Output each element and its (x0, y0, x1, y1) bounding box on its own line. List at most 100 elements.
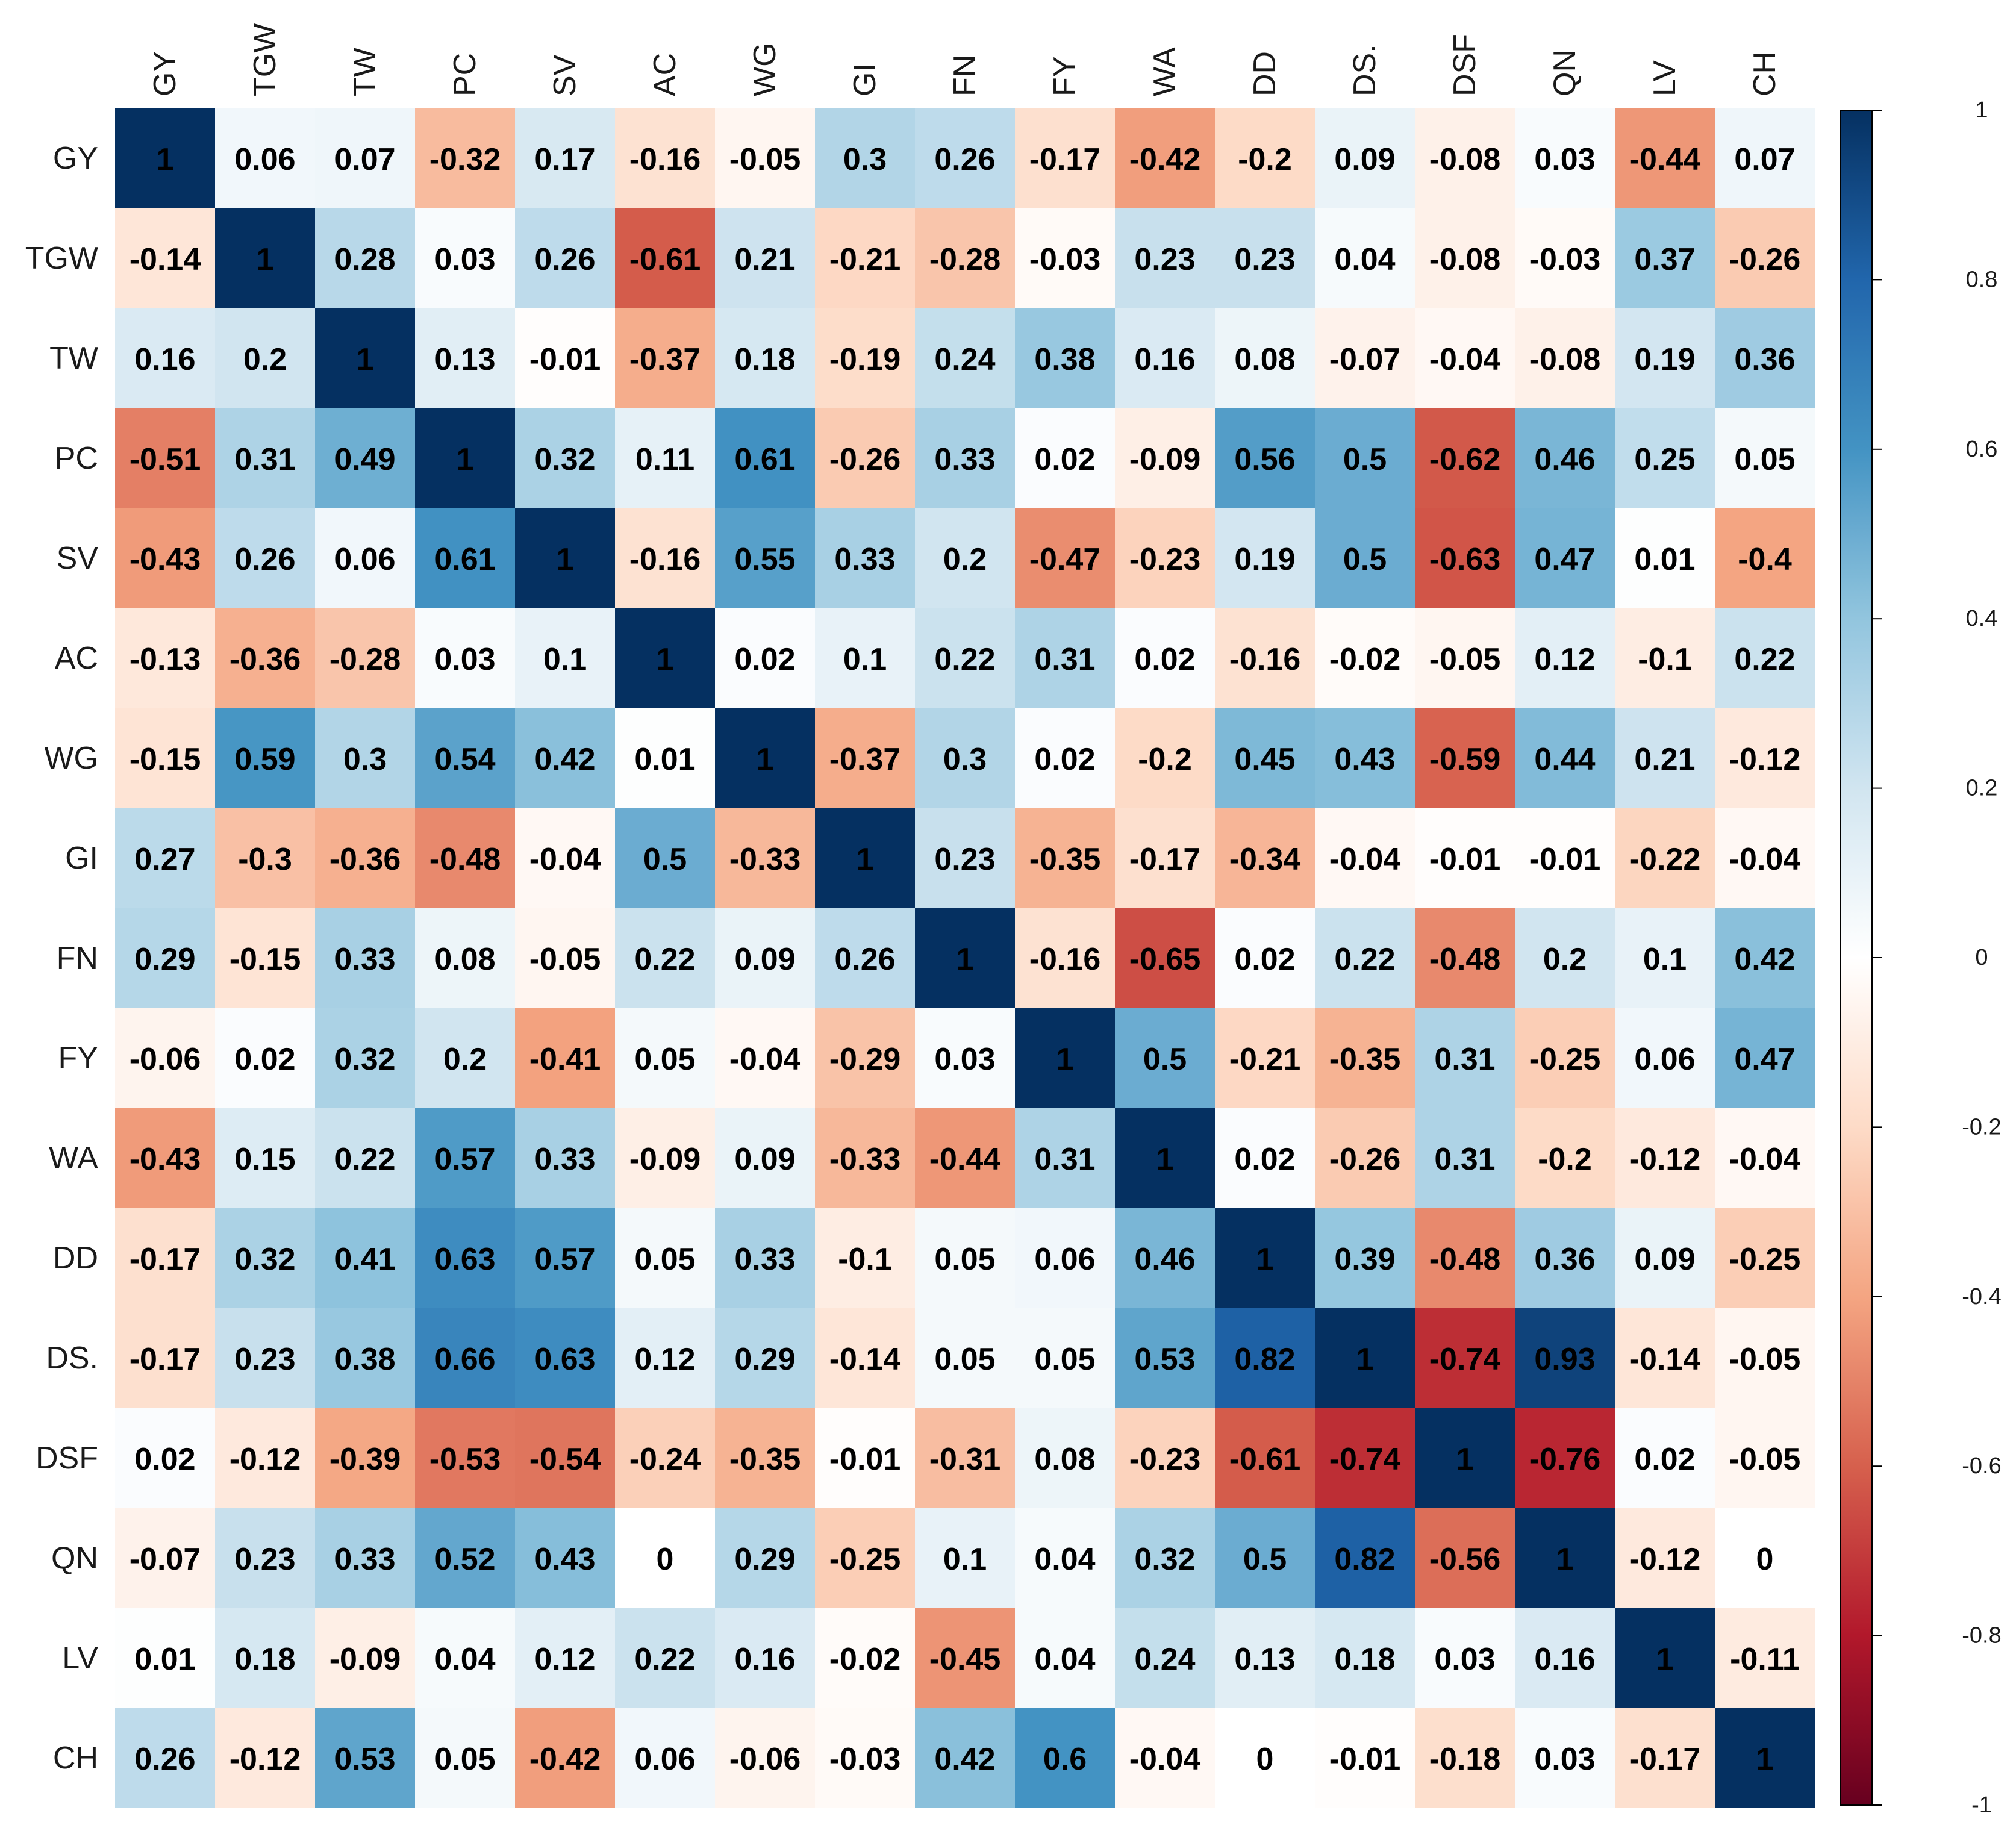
heatmap-cell-wa-ds (1315, 1108, 1415, 1208)
heatmap-cell-sv-gi (815, 508, 915, 608)
cell-value-ch-ac: 0.06 (634, 1742, 695, 1777)
column-label-lv: LV (1647, 60, 1682, 96)
cell-value-lv-tgw: 0.18 (234, 1642, 295, 1677)
cell-value-qn-gi: -0.25 (829, 1542, 901, 1577)
heatmap-cell-lv-wa (1115, 1608, 1215, 1708)
heatmap-cell-ac-ds (1315, 608, 1415, 708)
heatmap-cell-dd-gy (115, 1208, 215, 1308)
cell-value-dsf-sv: -0.54 (529, 1442, 601, 1477)
cell-value-sv-qn: 0.47 (1534, 542, 1595, 577)
column-label-fy: FY (1047, 57, 1082, 96)
cell-value-dsf-fn: -0.31 (929, 1442, 1001, 1477)
cell-value-fn-tgw: -0.15 (229, 942, 301, 977)
column-label-gi: GI (847, 63, 882, 96)
cell-value-gy-wg: -0.05 (729, 142, 801, 177)
heatmap-cell-gi-ch (1715, 808, 1815, 908)
cell-value-qn-ac: 0 (657, 1542, 674, 1577)
cell-value-ds-ac: 0.12 (634, 1342, 695, 1377)
heatmap-cell-pc-dd (1215, 408, 1315, 508)
cell-value-gy-tgw: 0.06 (234, 142, 295, 177)
heatmap-cell-ds-tw (315, 1308, 415, 1408)
heatmap-cell-tgw-gy (115, 208, 215, 308)
cell-value-wa-fy: 0.31 (1034, 1142, 1095, 1177)
heatmap-cell-ac-gy (115, 608, 215, 708)
cell-value-dsf-wg: -0.35 (729, 1442, 801, 1477)
heatmap-cell-wa-fy (1015, 1108, 1115, 1208)
row-label-sv: SV (57, 541, 99, 576)
heatmap-cell-gi-gi (815, 808, 915, 908)
cell-value-wa-qn: -0.2 (1538, 1142, 1592, 1177)
cell-value-dd-qn: 0.36 (1534, 1242, 1595, 1277)
cell-value-pc-qn: 0.46 (1534, 442, 1595, 477)
column-labels: GY TGW TW PC SV AC WG GI FN FY WA DD DS. DSF QN LV CH (148, 23, 1782, 96)
heatmap-cell-pc-wg (715, 408, 815, 508)
cell-value-gy-tw: 0.07 (334, 142, 395, 177)
heatmap-cell-gy-pc (415, 108, 515, 208)
color-scale-tick-label: 1 (1975, 98, 1988, 123)
heatmap-cell-wa-dsf (1415, 1108, 1515, 1208)
cell-value-dd-tgw: 0.32 (234, 1242, 295, 1277)
cell-value-wa-tgw: 0.15 (234, 1142, 295, 1177)
heatmap-cell-gi-tgw (215, 808, 315, 908)
heatmap-cell-fn-gy (115, 908, 215, 1008)
column-label-tgw: TGW (248, 23, 282, 96)
column-label-dd: DD (1247, 51, 1282, 96)
cell-value-fn-wa: -0.65 (1129, 942, 1201, 977)
cell-value-tw-dd: 0.08 (1234, 342, 1295, 377)
column-label-ac: AC (648, 53, 682, 96)
cell-value-fn-tw: 0.33 (334, 942, 395, 977)
cell-value-tgw-sv: 0.26 (534, 242, 595, 277)
cell-value-lv-pc: 0.04 (434, 1642, 495, 1677)
cell-value-qn-qn: 1 (1556, 1542, 1574, 1577)
cell-value-wg-ac: 0.01 (634, 742, 695, 777)
cell-value-qn-lv: -0.12 (1629, 1542, 1701, 1577)
cell-value-fy-tgw: 0.02 (234, 1042, 295, 1077)
cell-value-pc-wa: -0.09 (1129, 442, 1201, 477)
heatmap-cell-dsf-gi (815, 1408, 915, 1508)
column-label-tw: TW (348, 48, 382, 96)
cell-value-dsf-tgw: -0.12 (229, 1442, 301, 1477)
cell-value-pc-fn: 0.33 (934, 442, 995, 477)
cell-value-wg-gi: -0.37 (829, 742, 901, 777)
cell-value-fy-ch: 0.47 (1734, 1042, 1795, 1077)
cell-value-tw-ds: -0.07 (1329, 342, 1401, 377)
cell-value-qn-fn: 0.1 (943, 1542, 987, 1577)
cell-value-sv-gy: -0.43 (130, 542, 201, 577)
cell-value-ch-tw: 0.53 (334, 1742, 395, 1777)
cell-value-ac-gy: -0.13 (130, 642, 201, 677)
heatmap-cell-ac-lv (1615, 608, 1715, 708)
heatmap-cell-dd-wa (1115, 1208, 1215, 1308)
heatmap-cell-pc-tw (315, 408, 415, 508)
cell-value-tgw-fn: -0.28 (929, 242, 1001, 277)
cell-value-ch-ds: -0.01 (1329, 1742, 1401, 1777)
heatmap-cell-fn-ac (615, 908, 715, 1008)
cell-value-qn-wg: 0.29 (734, 1542, 795, 1577)
heatmap-cell-fn-gi (815, 908, 915, 1008)
heatmap-cell-gy-wg (715, 108, 815, 208)
cell-value-tgw-dsf: -0.08 (1429, 242, 1501, 277)
cell-value-pc-wg: 0.61 (734, 442, 795, 477)
heatmap-cell-tw-tgw (215, 308, 315, 408)
cell-value-fy-qn: -0.25 (1529, 1042, 1601, 1077)
heatmap-cell-lv-ds (1315, 1608, 1415, 1708)
heatmap-cell-wa-wg (715, 1108, 815, 1208)
heatmap-cell-fy-tgw (215, 1008, 315, 1108)
cell-value-wa-wg: 0.09 (734, 1142, 795, 1177)
cell-value-ds-qn: 0.93 (1534, 1342, 1595, 1377)
heatmap-cell-wg-ac (615, 708, 715, 808)
cell-value-sv-lv: 0.01 (1634, 542, 1695, 577)
heatmap-cell-fy-qn (1515, 1008, 1615, 1108)
heatmap-cell-lv-ac (615, 1608, 715, 1708)
heatmap-cell-dd-sv (515, 1208, 615, 1308)
cell-value-ch-dd: 0 (1256, 1742, 1274, 1777)
heatmap-cell-wa-tw (315, 1108, 415, 1208)
heatmap-cell-fy-fy (1015, 1008, 1115, 1108)
heatmap-cell-sv-dd (1215, 508, 1315, 608)
cell-value-wg-dsf: -0.59 (1429, 742, 1501, 777)
heatmap-cell-ds-dd (1215, 1308, 1315, 1408)
cell-value-lv-wg: 0.16 (734, 1642, 795, 1677)
cell-value-qn-tgw: 0.23 (234, 1542, 295, 1577)
cell-value-wa-ds: -0.26 (1329, 1142, 1401, 1177)
heatmap-cell-ch-ch (1715, 1708, 1815, 1808)
